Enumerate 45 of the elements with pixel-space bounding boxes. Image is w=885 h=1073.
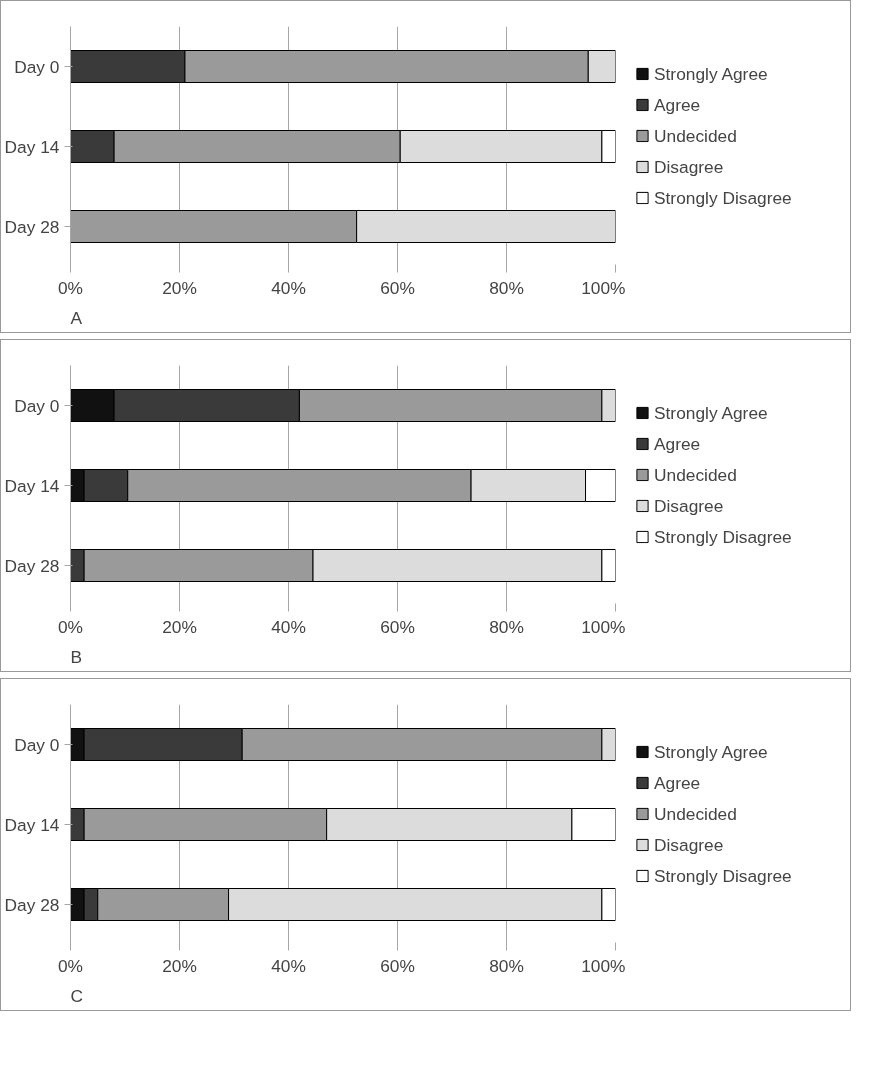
legend-label: Disagree — [654, 495, 724, 516]
x-tick-label: 20% — [162, 277, 197, 298]
text: A — [70, 307, 83, 328]
legend-label: Undecided — [654, 464, 737, 485]
x-tick-label: 20% — [162, 616, 197, 637]
x-tick-label: 40% — [271, 955, 306, 976]
legend-label: Undecided — [654, 125, 737, 146]
text: C — [70, 985, 84, 1006]
x-tick-label: 80% — [489, 277, 524, 298]
x-tick-label: 80% — [489, 955, 524, 976]
legend-label: Agree — [654, 433, 701, 454]
x-tick-label: 20% — [162, 955, 197, 976]
x-tick-label: 40% — [271, 277, 306, 298]
legend-label: Strongly Agree — [654, 741, 768, 762]
y-tick-label: Day 14 — [4, 475, 60, 496]
y-tick-label: Day 0 — [14, 395, 60, 416]
x-tick-label: 100% — [581, 277, 626, 298]
x-tick-label: 0% — [57, 616, 84, 637]
x-tick-label: 60% — [380, 955, 415, 976]
x-tick-label: 100% — [581, 616, 626, 637]
x-tick-label: 0% — [57, 277, 84, 298]
legend-label: Disagree — [654, 156, 724, 177]
x-tick-label: 100% — [581, 955, 626, 976]
x-tick-label: 60% — [380, 277, 415, 298]
y-tick-label: Day 0 — [14, 734, 60, 755]
legend-label: Strongly Agree — [654, 63, 768, 84]
y-tick-label: Day 28 — [4, 894, 60, 915]
y-tick-label: Day 28 — [4, 216, 60, 237]
x-tick-label: 0% — [57, 955, 84, 976]
x-tick-label: 80% — [489, 616, 524, 637]
y-tick-label: Day 0 — [14, 56, 60, 77]
legend-label: Strongly Disagree — [654, 526, 792, 547]
legend-label: Strongly Agree — [654, 402, 768, 423]
legend-label: Undecided — [654, 803, 737, 824]
y-tick-label: Day 28 — [4, 555, 60, 576]
x-tick-label: 40% — [271, 616, 306, 637]
x-tick-label: 60% — [380, 616, 415, 637]
text: B — [70, 646, 83, 667]
y-tick-label: Day 14 — [4, 136, 60, 157]
legend-label: Agree — [654, 94, 701, 115]
legend-label: Disagree — [654, 834, 724, 855]
legend-label: Agree — [654, 772, 701, 793]
legend-label: Strongly Disagree — [654, 865, 792, 886]
legend-label: Strongly Disagree — [654, 187, 792, 208]
y-tick-label: Day 14 — [4, 814, 60, 835]
